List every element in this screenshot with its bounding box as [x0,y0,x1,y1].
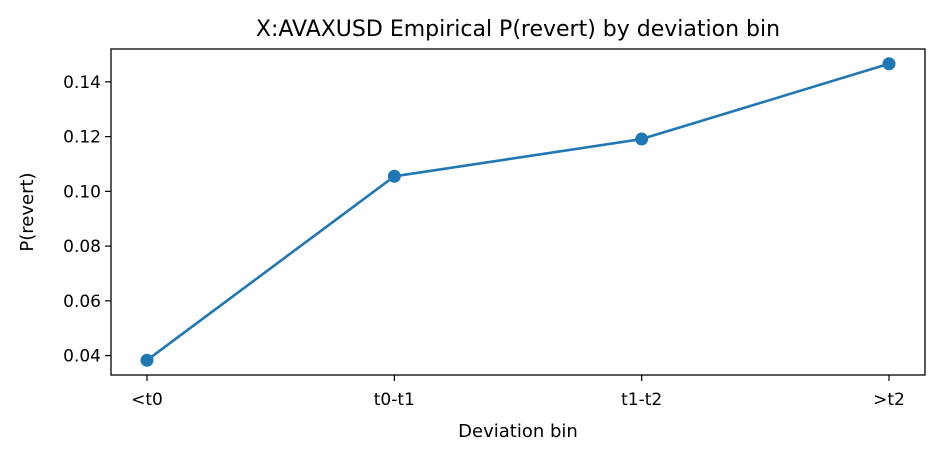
y-tick-label: 0.06 [63,292,101,312]
y-axis-label: P(revert) [17,172,38,251]
y-tick-label: 0.04 [63,347,101,367]
x-tick-label: <t0 [131,390,163,410]
chart-title: X:AVAXUSD Empirical P(revert) by deviati… [256,17,780,42]
series-layer [140,57,896,367]
y-tick-label: 0.10 [63,182,101,202]
x-tick-label: >t2 [873,390,905,410]
series-line [146,62,890,362]
data-point [387,169,401,183]
y-tick-label: 0.14 [63,73,101,93]
y-axis: 0.04 0.06 0.08 0.10 0.12 0.14 [63,73,111,367]
plot-area-frame [110,48,926,376]
data-point [635,132,649,146]
y-tick-label: 0.08 [63,237,101,257]
data-point [882,57,896,71]
x-axis: <t0 t0-t1 t1-t2 >t2 [131,375,905,410]
x-axis-label: Deviation bin [458,421,578,442]
y-tick-label: 0.12 [63,128,101,148]
x-tick-label: t1-t2 [621,390,662,410]
x-tick-label: t0-t1 [374,390,415,410]
data-point [140,353,154,367]
